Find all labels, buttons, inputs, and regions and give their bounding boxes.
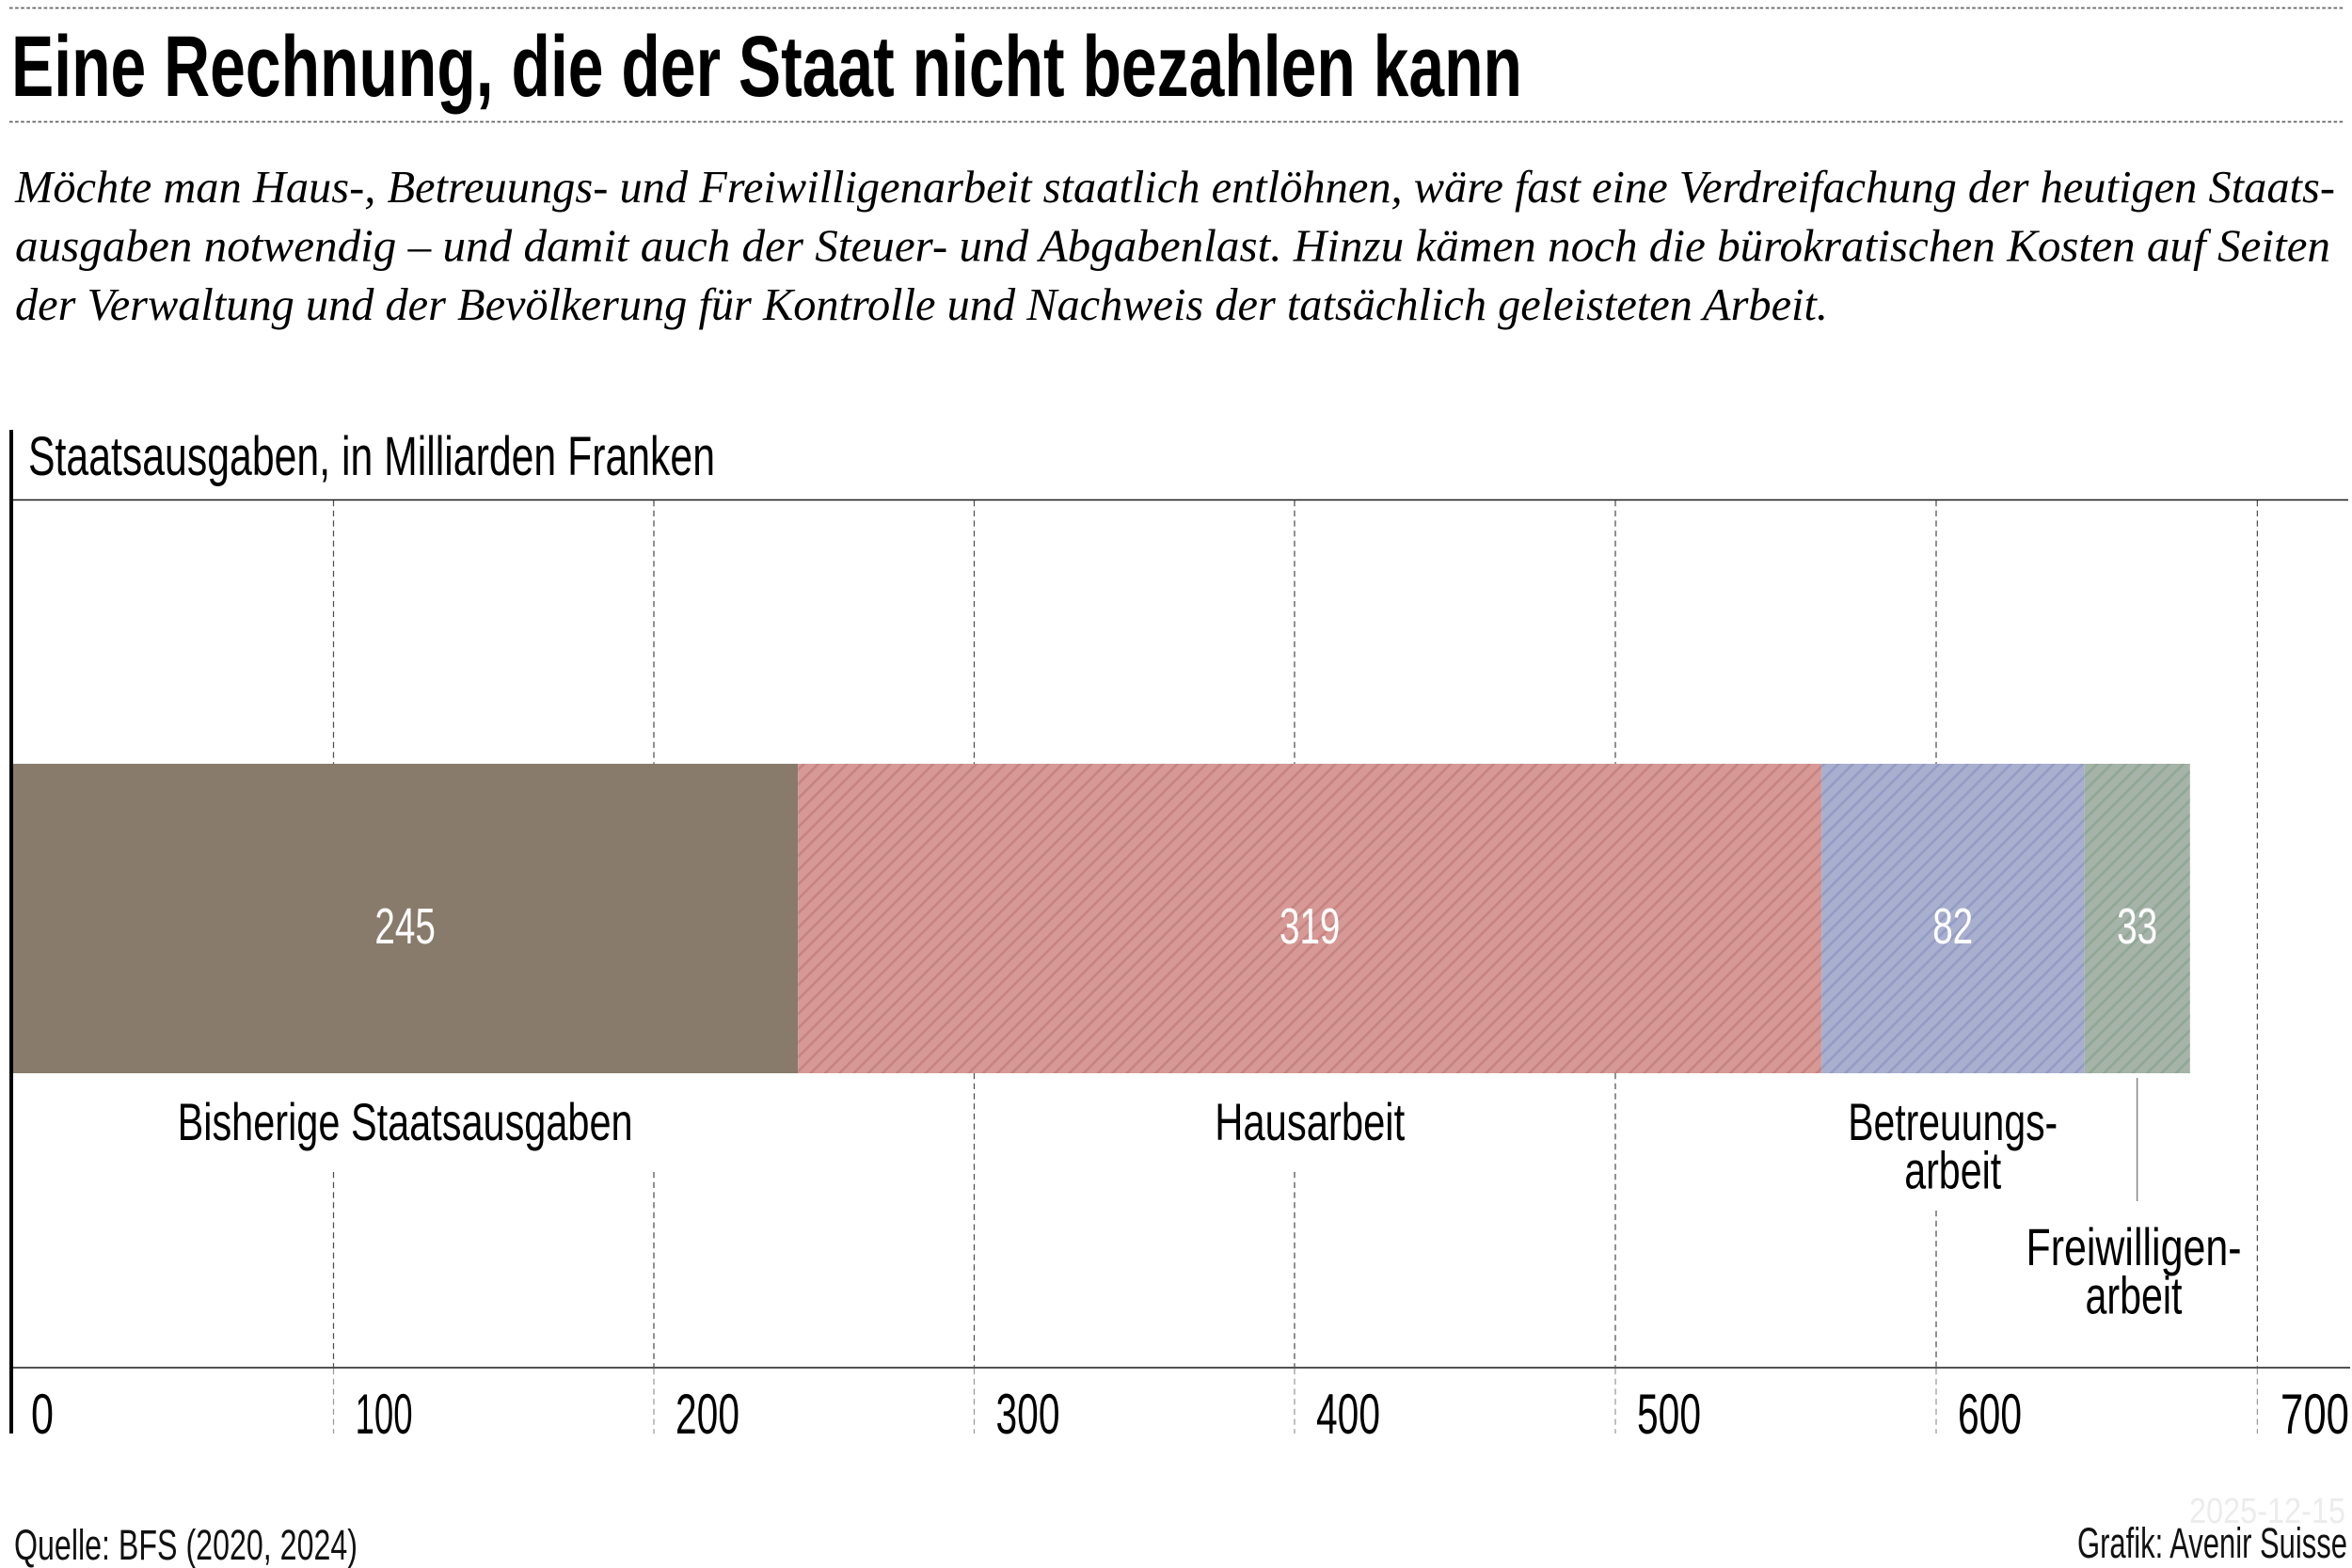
svg-text:Hausarbeit: Hausarbeit bbox=[1215, 1092, 1405, 1151]
svg-text:der Verwaltung und der Bevölke: der Verwaltung und der Bevölkerung für K… bbox=[15, 278, 1828, 330]
svg-text:300: 300 bbox=[996, 1383, 1060, 1446]
svg-text:245: 245 bbox=[374, 898, 436, 955]
svg-text:ausgaben notwendig – und damit: ausgaben notwendig – und damit auch der … bbox=[15, 220, 2330, 272]
svg-text:Eine Rechnung, die der Staat n: Eine Rechnung, die der Staat nicht bezah… bbox=[11, 19, 1522, 115]
svg-text:2025-12-15: 2025-12-15 bbox=[2189, 1492, 2345, 1531]
svg-text:400: 400 bbox=[1316, 1383, 1380, 1446]
svg-text:Möchte man Haus-, Betreuungs-: Möchte man Haus-, Betreuungs- und Freiwi… bbox=[14, 161, 2335, 213]
svg-text:500: 500 bbox=[1637, 1383, 1701, 1446]
svg-text:Staatsausgaben, in Milliarden: Staatsausgaben, in Milliarden Franken bbox=[28, 426, 715, 487]
svg-text:0: 0 bbox=[31, 1383, 54, 1446]
svg-text:Freiwilligen-: Freiwilligen- bbox=[2026, 1217, 2242, 1276]
svg-text:33: 33 bbox=[2117, 898, 2157, 955]
svg-text:100: 100 bbox=[356, 1383, 413, 1446]
svg-text:Bisherige Staatsausgaben: Bisherige Staatsausgaben bbox=[178, 1092, 633, 1151]
svg-text:Grafik: Avenir Suisse: Grafik: Avenir Suisse bbox=[2077, 1519, 2347, 1567]
svg-text:Quelle: BFS (2020, 2024): Quelle: BFS (2020, 2024) bbox=[14, 1521, 358, 1568]
svg-text:200: 200 bbox=[675, 1383, 739, 1446]
svg-text:700: 700 bbox=[2280, 1383, 2349, 1446]
svg-text:319: 319 bbox=[1279, 898, 1341, 955]
svg-text:82: 82 bbox=[1932, 898, 1973, 955]
svg-text:Betreuungs-: Betreuungs- bbox=[1848, 1092, 2058, 1151]
svg-text:arbeit: arbeit bbox=[1904, 1141, 2001, 1200]
svg-text:600: 600 bbox=[1958, 1383, 2022, 1446]
svg-text:arbeit: arbeit bbox=[2086, 1266, 2183, 1325]
